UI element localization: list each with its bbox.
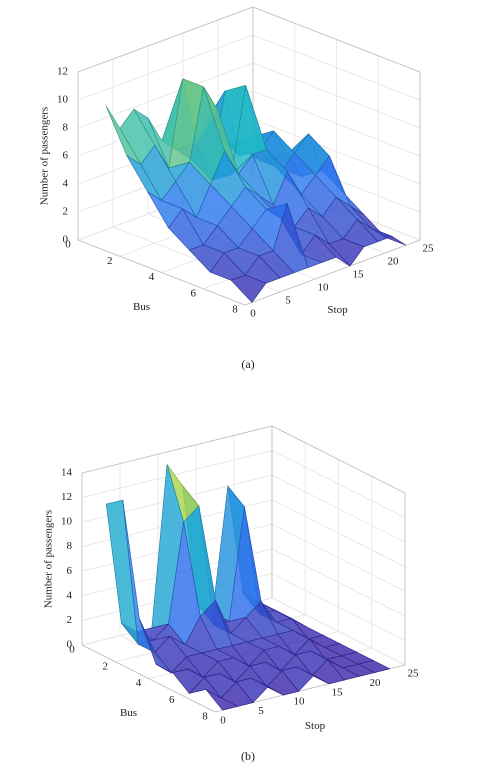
z-tick-label: 14 (61, 467, 73, 479)
z-tick-label: 0 (67, 639, 73, 651)
x-tick-label: 15 (353, 269, 365, 281)
z-axis-label: Number of passengers (39, 107, 51, 205)
z-tick-label: 8 (67, 540, 73, 552)
z-tick-label: 10 (57, 94, 69, 106)
box-edge (252, 6, 421, 73)
caption: (b) (241, 749, 255, 763)
box-edge (77, 6, 254, 73)
y-tick-label: 0 (65, 239, 71, 251)
z-tick-label: 10 (61, 516, 73, 528)
x-tick-label: 20 (388, 256, 400, 268)
x-tick-label: 25 (423, 243, 435, 255)
z-tick-label: 2 (67, 614, 73, 626)
x-tick-label: 0 (250, 308, 256, 320)
x-tick-label: 10 (294, 696, 306, 708)
surface-cell (230, 274, 267, 303)
surface-cell (205, 689, 239, 711)
box-edge (81, 425, 273, 474)
box-edge (77, 239, 246, 306)
z-tick-label: 6 (67, 565, 73, 577)
z-tick-label: 12 (57, 66, 68, 78)
x-axis-label: Stop (305, 720, 326, 732)
surface-cell (105, 499, 139, 645)
y-tick-label: 8 (232, 304, 238, 316)
caption: (a) (241, 357, 254, 371)
z-tick-label: 2 (63, 206, 69, 218)
z-axis-label: Number of passengers (43, 510, 55, 608)
y-tick-label: 2 (103, 660, 109, 672)
x-tick-label: 5 (285, 295, 291, 307)
x-tick-label: 25 (408, 668, 420, 680)
y-tick-label: 4 (149, 271, 155, 283)
y-axis-label: Bus (120, 707, 137, 719)
y-tick-label: 0 (69, 644, 75, 656)
z-tick-label: 0 (63, 234, 69, 246)
z-tick-label: 8 (63, 122, 69, 134)
z-tick-label: 4 (67, 589, 73, 601)
y-axis-label: Bus (133, 301, 150, 313)
y-tick-label: 6 (191, 287, 197, 299)
x-tick-label: 0 (220, 715, 226, 727)
grid-line (81, 450, 273, 498)
grid-line (77, 62, 254, 129)
x-tick-label: 10 (318, 282, 330, 294)
y-tick-label: 4 (136, 677, 142, 689)
box-edge (81, 644, 216, 713)
y-tick-label: 8 (202, 711, 208, 723)
x-tick-label: 20 (370, 677, 382, 689)
z-tick-label: 4 (63, 178, 69, 190)
box-edge (271, 425, 406, 494)
y-tick-label: 2 (107, 255, 113, 267)
grid-line (77, 34, 254, 101)
z-tick-label: 12 (61, 491, 72, 503)
x-tick-label: 15 (332, 686, 344, 698)
x-axis-label: Stop (327, 304, 348, 316)
z-tick-label: 6 (63, 150, 69, 162)
x-tick-label: 5 (258, 705, 264, 717)
y-tick-label: 6 (169, 694, 175, 706)
box-edge (244, 239, 421, 306)
